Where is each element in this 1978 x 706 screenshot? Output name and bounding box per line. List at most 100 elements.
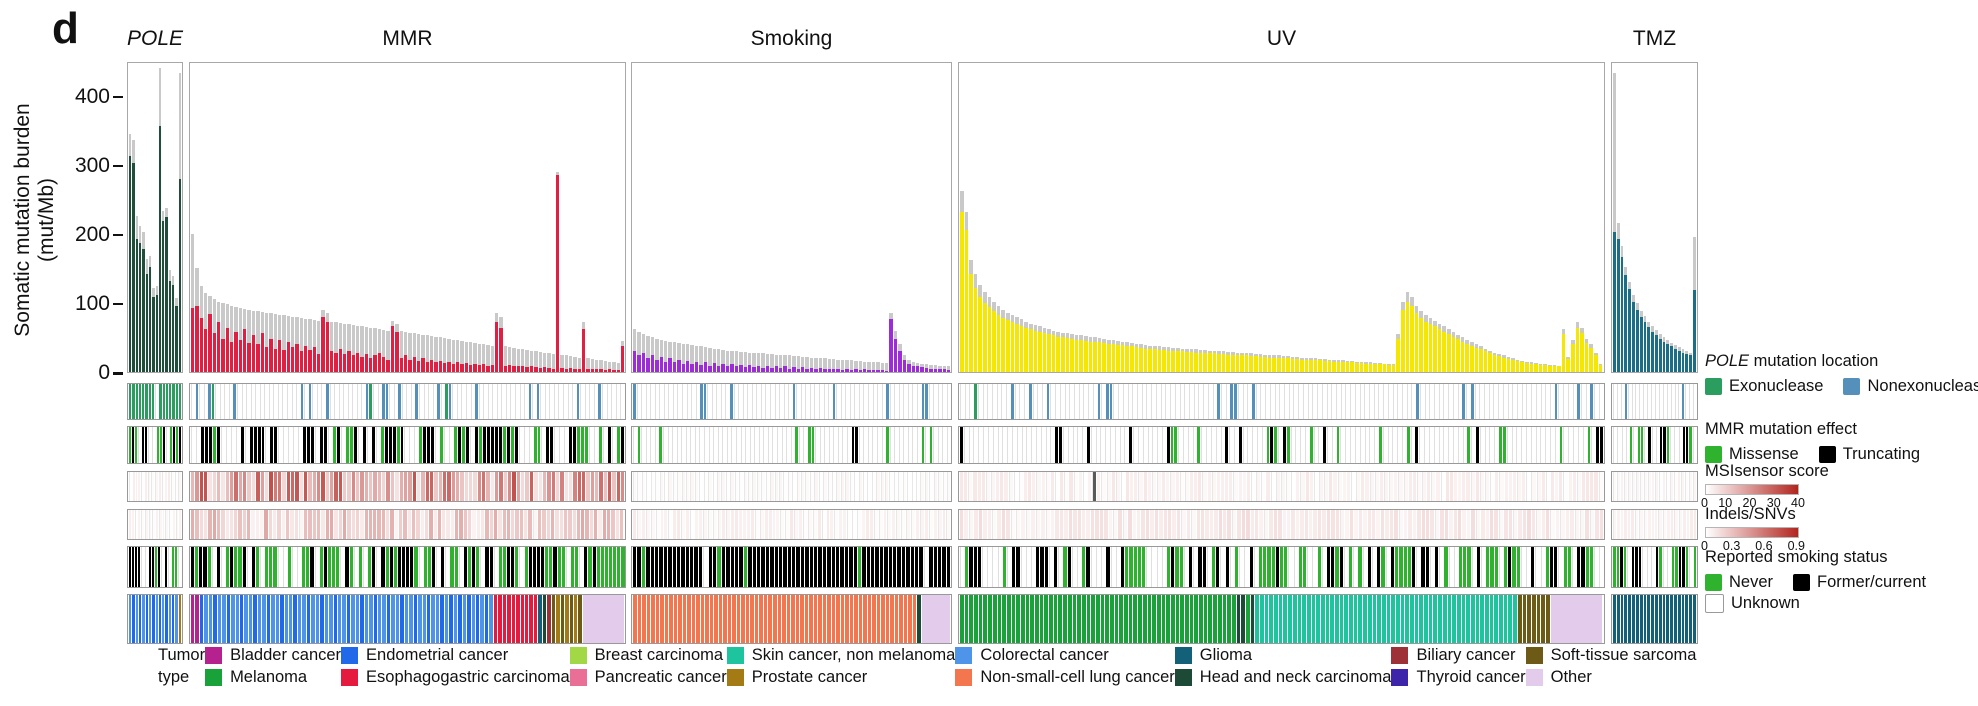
track-cell	[754, 595, 759, 643]
track-cell	[1434, 510, 1440, 539]
bar-total-segment	[269, 313, 273, 339]
track-cell	[217, 595, 222, 643]
legend-swatch	[1818, 446, 1836, 463]
track-cell	[342, 595, 346, 643]
track-cell	[1648, 427, 1651, 463]
track-cell	[1002, 595, 1006, 643]
sample-bar	[464, 63, 468, 372]
track-cell	[842, 427, 846, 463]
track-cell	[1598, 472, 1603, 501]
track-cell	[1050, 427, 1055, 463]
track-cell	[1502, 427, 1506, 463]
track-cell	[1295, 510, 1300, 539]
track-cell	[165, 472, 167, 501]
bar-signature-segment	[1079, 340, 1084, 372]
track-cell	[486, 427, 490, 463]
track-cell	[1683, 510, 1686, 539]
sample-bar	[694, 63, 699, 372]
track-cell	[807, 427, 811, 463]
bar-total-segment	[421, 334, 425, 359]
track-cell	[1374, 472, 1379, 501]
bar-signature-segment	[1635, 309, 1639, 372]
sample-bar	[756, 63, 761, 372]
track-cell	[1024, 384, 1028, 419]
track-cell	[741, 595, 745, 643]
bar-signature-segment	[814, 369, 818, 372]
track-cell	[272, 510, 277, 539]
bar-total-segment	[770, 354, 774, 368]
bar-total-segment	[230, 305, 234, 342]
track-cell	[169, 427, 172, 463]
track-cell	[1082, 472, 1087, 501]
track-cell	[312, 472, 316, 501]
sample-bar	[529, 63, 534, 372]
track-cell	[769, 384, 774, 419]
bar-signature-segment	[725, 366, 730, 372]
track-cell	[138, 427, 142, 463]
track-cell	[135, 427, 138, 463]
track-cell	[151, 384, 154, 419]
bar-total-segment	[282, 315, 286, 350]
track-cell	[1367, 510, 1371, 539]
bar-total-segment	[360, 326, 364, 357]
track-cell	[691, 384, 695, 419]
track-cell	[208, 472, 212, 501]
track-cell	[1662, 595, 1666, 643]
bar-signature-segment	[849, 369, 854, 372]
bar-signature-segment	[145, 273, 148, 372]
bar-total-segment	[1175, 347, 1180, 352]
track-cell	[787, 547, 792, 587]
track-cell	[410, 547, 414, 587]
sample-bar	[286, 63, 290, 372]
bar-total-segment	[1093, 337, 1097, 342]
tumor-legend-column-2: Breast carcinoma Pancreatic cancer	[569, 646, 727, 686]
track-cell	[717, 510, 722, 539]
track-cell	[575, 547, 579, 587]
track-cell	[1049, 595, 1053, 643]
bar-total-segment	[1102, 338, 1106, 343]
track-cell	[1572, 547, 1577, 587]
sample-bar	[681, 63, 686, 372]
track-cell	[1545, 427, 1549, 463]
bar-total-segment	[1166, 347, 1171, 351]
track-cell	[593, 384, 598, 419]
track-cell	[1643, 510, 1648, 539]
track-cell	[1007, 547, 1012, 587]
sample-bar	[1295, 63, 1299, 372]
track-cell	[447, 472, 451, 501]
track-cell	[768, 595, 772, 643]
legend-swatch	[1793, 574, 1811, 591]
track-cell	[1086, 547, 1090, 587]
bar-signature-segment	[534, 367, 538, 372]
track-cell	[507, 547, 511, 587]
track-cell	[138, 472, 140, 501]
track-cell	[1540, 427, 1545, 463]
legend-swatch	[1705, 594, 1724, 613]
bar-signature-segment	[996, 314, 1001, 372]
bar-signature-segment	[295, 344, 299, 372]
sample-bar	[1272, 63, 1276, 372]
bar-signature-segment	[155, 294, 158, 372]
track-cell	[1525, 547, 1531, 587]
track-cell	[1156, 547, 1161, 587]
bar-total-segment	[1322, 358, 1327, 361]
sample-bar	[321, 63, 325, 372]
track-cell	[281, 510, 285, 539]
track-cell	[460, 472, 464, 501]
bar-signature-segment	[924, 367, 929, 372]
track-cell	[822, 595, 827, 643]
sample-bar	[247, 63, 251, 372]
track-cell	[765, 472, 770, 501]
track-cell	[690, 427, 694, 463]
track-cell	[754, 510, 759, 539]
bar-total-segment	[907, 359, 911, 364]
track-cell	[1678, 472, 1680, 501]
track-cell	[711, 384, 716, 419]
bar-signature-segment	[1593, 355, 1598, 372]
sample-bar	[447, 63, 451, 372]
track-cell	[730, 547, 734, 587]
track-cell	[985, 472, 990, 501]
sample-bar	[377, 63, 382, 372]
track-cell	[1655, 547, 1658, 587]
bar-total-segment	[1171, 347, 1175, 351]
